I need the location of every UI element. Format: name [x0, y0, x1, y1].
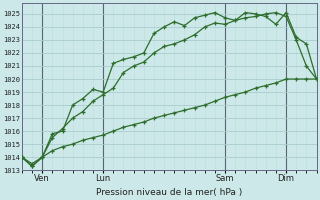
X-axis label: Pression niveau de la mer( hPa ): Pression niveau de la mer( hPa ): [96, 188, 242, 197]
